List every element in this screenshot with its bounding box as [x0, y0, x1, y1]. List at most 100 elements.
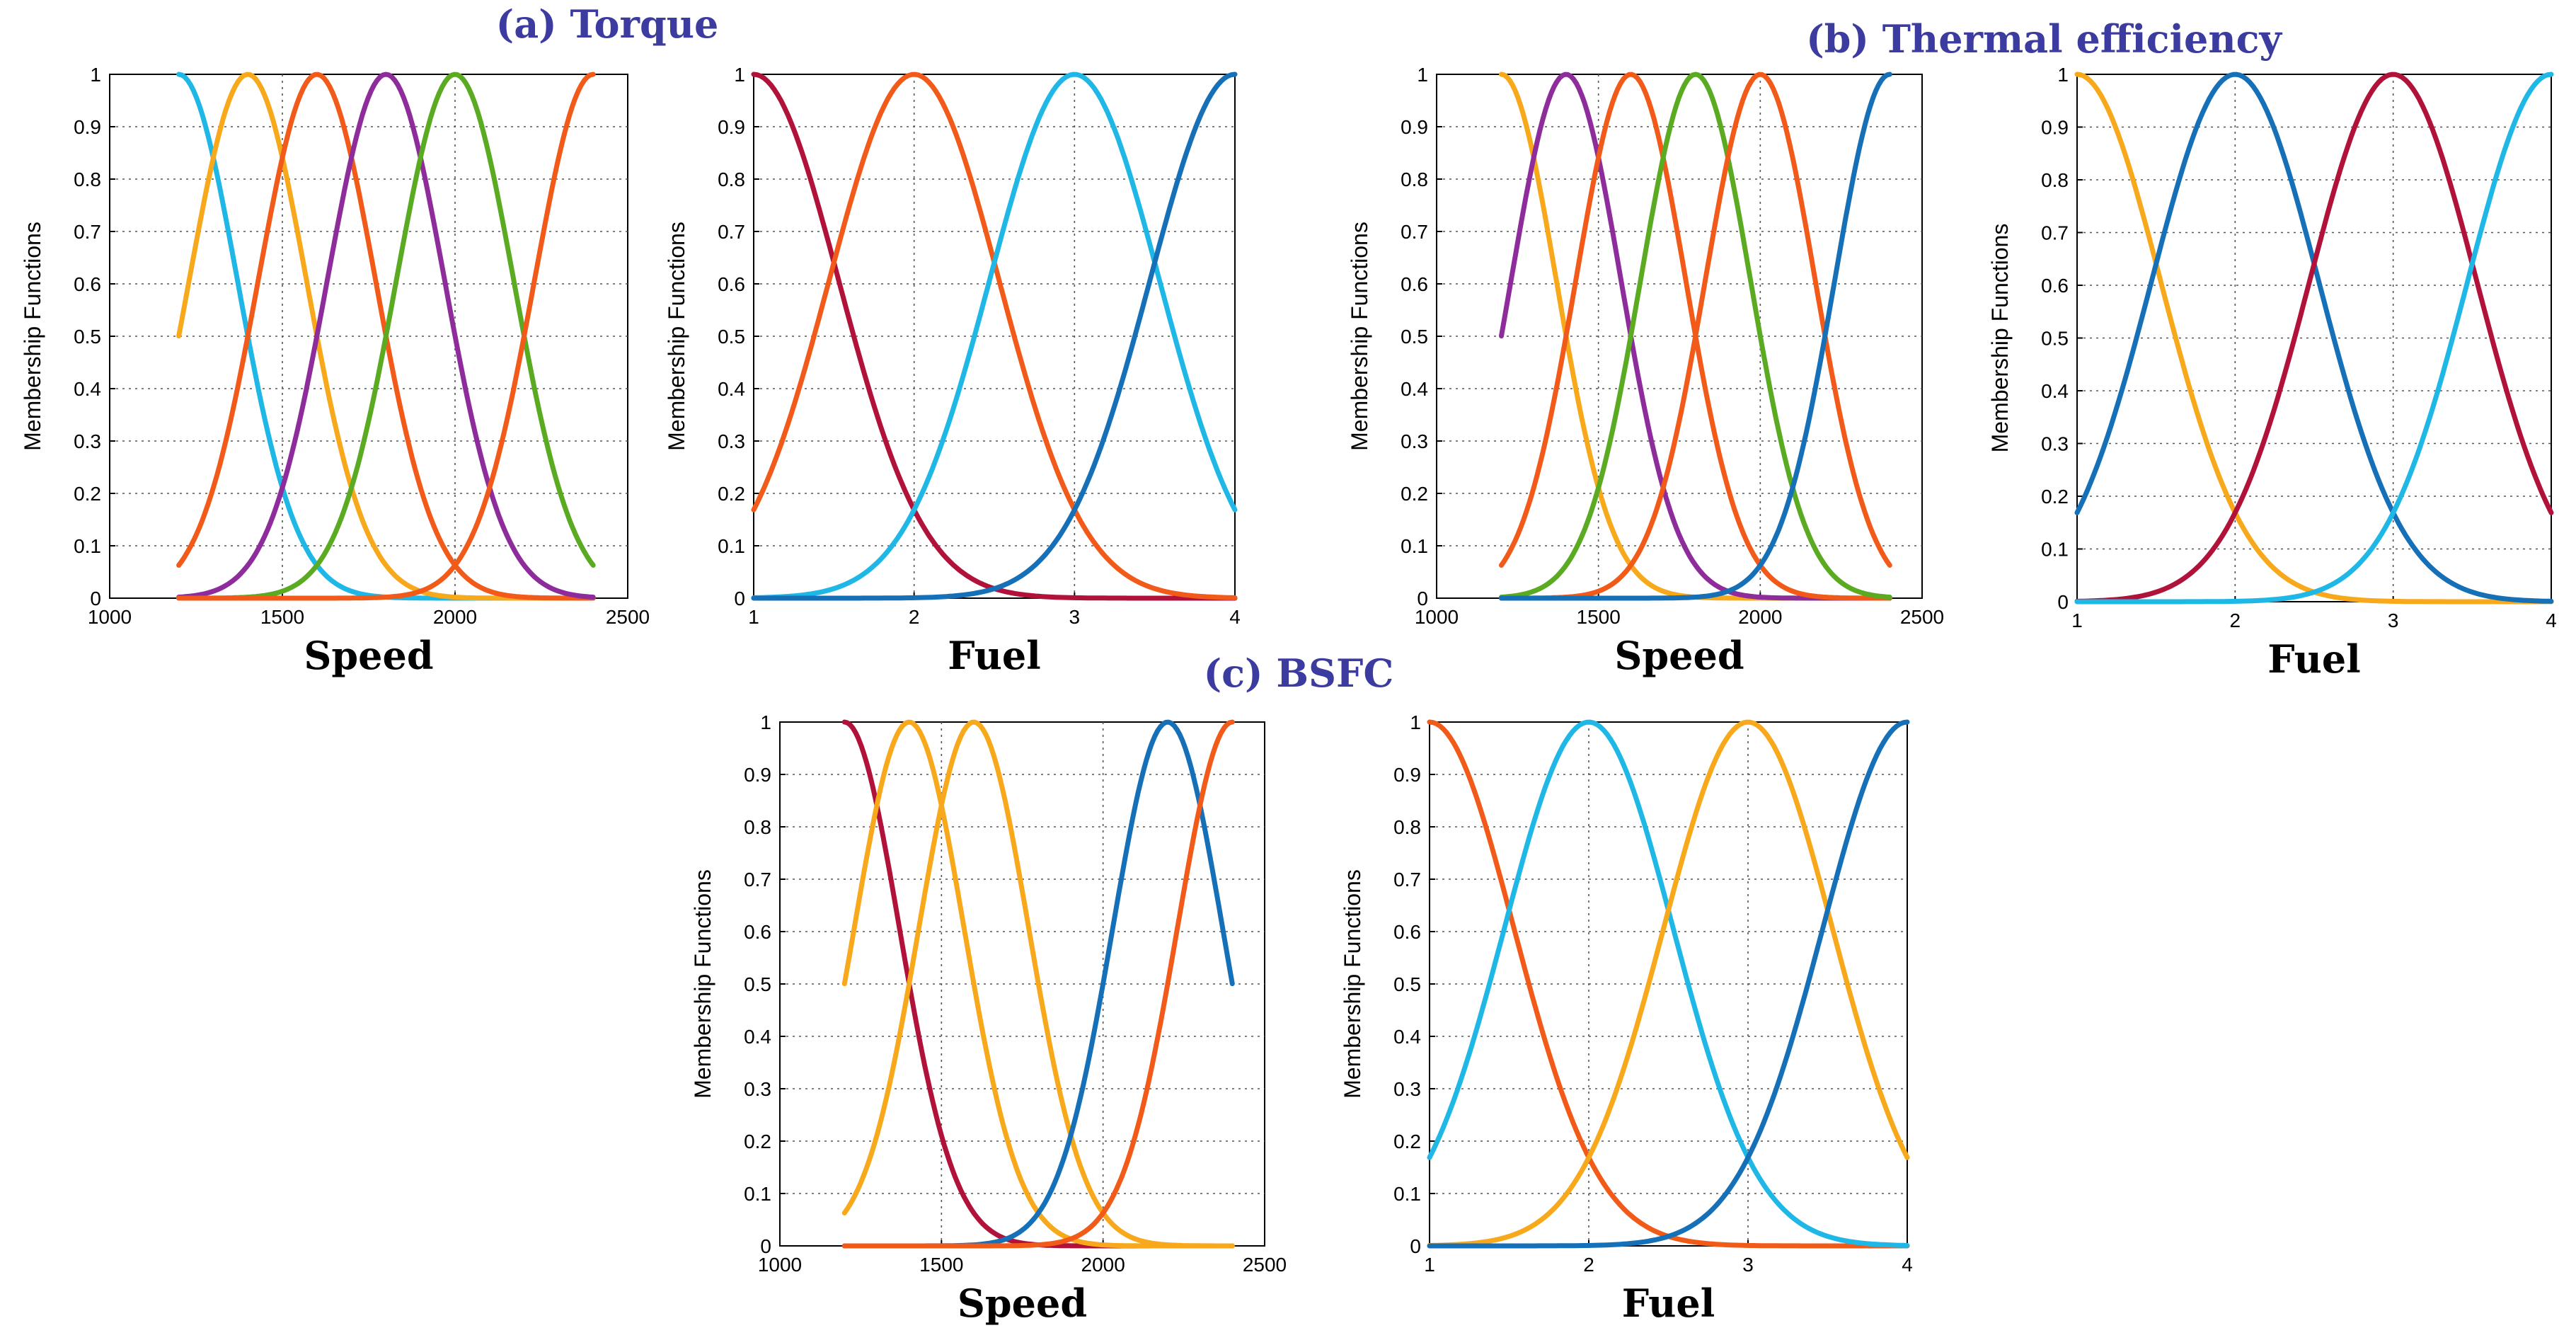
- chart-a-fuel: 0 0.1 0.2 0.3 0.4 0.5 0.6 0.7 0.8 0.9 1 1 2 3 4 Fuel Mem…: [664, 64, 1241, 678]
- x-axis-label: Speed: [304, 633, 433, 678]
- y-tick-label: 0.5: [74, 326, 101, 348]
- y-tick-label: 0.4: [718, 378, 745, 400]
- chart-a-speed: 0 0.1 0.2 0.3 0.4 0.5 0.6 0.7 0.8 0.9 1 1000 1500 200…: [20, 64, 650, 678]
- y-tick-label: 0.8: [74, 168, 101, 190]
- y-tick-label: 0.2: [1401, 483, 1428, 505]
- x-axis-label: Fuel: [1622, 1281, 1715, 1326]
- y-tick-label: 0.8: [1393, 816, 1421, 838]
- y-tick-label: 0.1: [2041, 539, 2069, 561]
- y-tick-label: 0.6: [1401, 273, 1428, 295]
- title-c: (c) BSFC: [1204, 651, 1394, 696]
- y-tick-label: 0.5: [1393, 973, 1421, 995]
- series-line-mf6: [1499, 71, 1892, 601]
- x-tick-label: 1500: [260, 606, 304, 628]
- axes-frame: [1429, 721, 1908, 1247]
- x-tick-label: 1000: [1415, 606, 1459, 628]
- x-tick-label: 1500: [1577, 606, 1621, 628]
- y-tick-label: 0.6: [74, 273, 101, 295]
- y-tick-label: 0.2: [718, 483, 745, 505]
- y-tick-label: 0: [90, 588, 101, 609]
- y-tick-label: 0.5: [718, 326, 745, 348]
- x-tick-label: 1500: [919, 1254, 963, 1276]
- x-tick-label: 1000: [88, 606, 132, 628]
- y-tick-label: 0.2: [744, 1130, 771, 1152]
- x-tick-label: 4: [2546, 609, 2557, 631]
- y-tick-label: 0.7: [744, 869, 771, 891]
- chart-c-fuel: 0 0.1 0.2 0.3 0.4 0.5 0.6 0.7 0.8 0.9 1 1 2 3 4 Fuel Mem…: [1340, 711, 1913, 1326]
- x-tick-label: 2500: [1243, 1254, 1287, 1276]
- y-axis-label: Membership Functions: [20, 222, 45, 451]
- y-tick-label: 0: [1417, 588, 1428, 609]
- y-tick-label: 0.1: [1393, 1183, 1421, 1205]
- y-tick-label: 0.9: [744, 764, 771, 786]
- y-tick-label: 0.7: [2041, 222, 2069, 244]
- series-line-mf4: [2074, 71, 2554, 605]
- series-line-mf3: [841, 719, 1235, 1249]
- y-tick-label: 0.5: [744, 973, 771, 995]
- y-tick-label: 0.3: [1393, 1078, 1421, 1100]
- x-tick-label: 2500: [606, 606, 650, 628]
- axes-frame: [109, 74, 628, 599]
- y-tick-label: 0.5: [1401, 326, 1428, 348]
- series-line-mf4: [176, 71, 596, 600]
- y-tick-label: 1: [1410, 711, 1421, 733]
- y-tick-label: 0.7: [718, 221, 745, 243]
- y-tick-label: 0.4: [74, 378, 101, 400]
- y-tick-label: 0.6: [744, 921, 771, 943]
- y-tick-label: 0.4: [1393, 1026, 1421, 1048]
- chart-c-speed: 0 0.1 0.2 0.3 0.4 0.5 0.6 0.7 0.8 0.9 1 1000 1500 200…: [690, 711, 1287, 1326]
- series-line-mf5: [841, 719, 1235, 1249]
- series-line-mf6: [176, 71, 596, 601]
- y-tick-label: 0.2: [2041, 486, 2069, 508]
- y-tick-label: 0.2: [74, 483, 101, 505]
- title-a: (a) Torque: [496, 1, 719, 47]
- x-tick-label: 2: [909, 606, 920, 628]
- y-tick-label: 0.1: [744, 1183, 771, 1205]
- y-tick-label: 0.7: [1393, 869, 1421, 891]
- title-b: (b) Thermal efficiency: [1806, 16, 2282, 62]
- y-tick-label: 0.8: [2041, 169, 2069, 191]
- y-tick-label: 0.8: [744, 816, 771, 838]
- y-tick-label: 0.6: [2041, 275, 2069, 297]
- x-tick-label: 2000: [1738, 606, 1782, 628]
- x-axis-label: Speed: [1614, 633, 1744, 678]
- y-tick-label: 1: [90, 64, 101, 86]
- y-tick-label: 0.1: [1401, 535, 1428, 557]
- x-tick-label: 4: [1902, 1254, 1913, 1276]
- chart-b-fuel: 0 0.1 0.2 0.3 0.4 0.5 0.6 0.7 0.8 0.9 1 1 2 3 4 Fuel Mem…: [1987, 64, 2557, 682]
- y-tick-label: 0.3: [744, 1078, 771, 1100]
- series-line-mf4: [1427, 719, 1910, 1249]
- y-tick-label: 0.4: [744, 1026, 771, 1048]
- y-tick-label: 0.7: [74, 221, 101, 243]
- axes-frame: [753, 74, 1236, 599]
- y-tick-label: 1: [760, 711, 771, 733]
- y-tick-label: 0.9: [74, 116, 101, 138]
- y-tick-label: 1: [2057, 64, 2069, 86]
- y-axis-label: Membership Functions: [1987, 224, 2013, 453]
- y-tick-label: 0.9: [1393, 764, 1421, 786]
- y-tick-label: 0.8: [1401, 168, 1428, 190]
- y-axis-label: Membership Functions: [690, 869, 715, 1099]
- y-axis-label: Membership Functions: [664, 222, 689, 451]
- x-tick-label: 3: [1069, 606, 1081, 628]
- y-tick-label: 0.7: [1401, 221, 1428, 243]
- y-tick-label: 0: [2057, 591, 2069, 613]
- y-tick-label: 0.8: [718, 168, 745, 190]
- x-tick-label: 3: [1742, 1254, 1754, 1276]
- x-tick-label: 1: [2071, 609, 2083, 631]
- y-tick-label: 0.1: [74, 535, 101, 557]
- y-tick-label: 0.3: [1401, 430, 1428, 452]
- y-tick-label: 0.3: [718, 430, 745, 452]
- y-axis-label: Membership Functions: [1347, 222, 1372, 451]
- x-tick-label: 3: [2388, 609, 2399, 631]
- x-tick-label: 2000: [1081, 1254, 1125, 1276]
- y-tick-label: 0.1: [718, 535, 745, 557]
- x-axis-label: Fuel: [948, 633, 1041, 678]
- chart-b-speed: 0 0.1 0.2 0.3 0.4 0.5 0.6 0.7 0.8 0.9 1 1000 1500 200…: [1347, 64, 1944, 678]
- y-tick-label: 0.6: [1393, 921, 1421, 943]
- y-tick-label: 0.3: [74, 430, 101, 452]
- y-tick-label: 0: [1410, 1235, 1421, 1257]
- x-axis-label: Fuel: [2267, 636, 2361, 682]
